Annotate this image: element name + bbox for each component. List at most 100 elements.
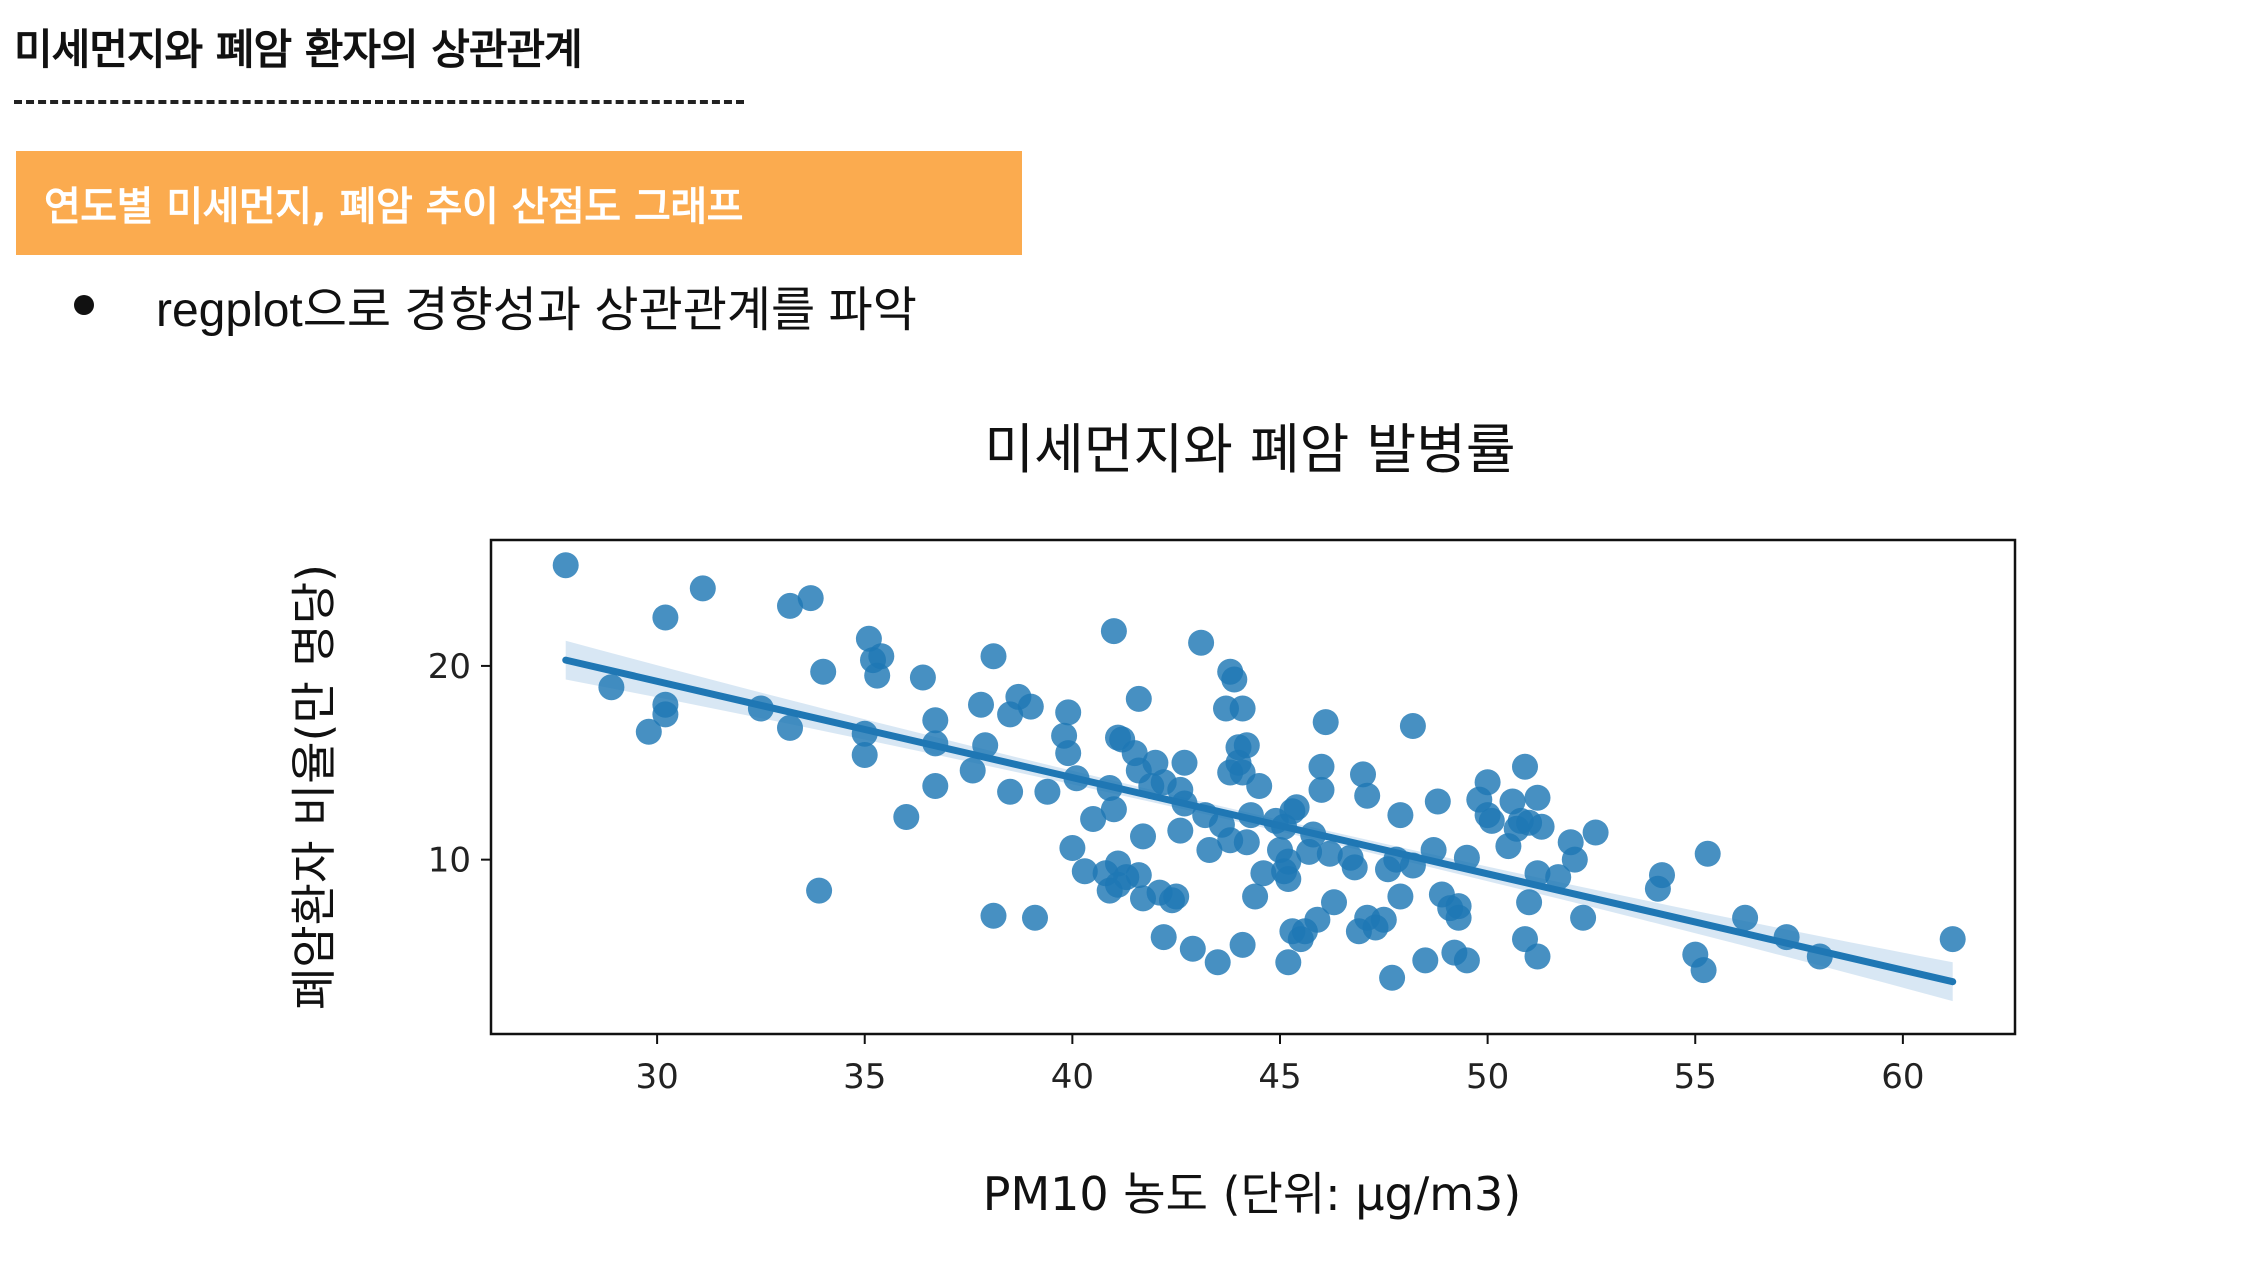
data-point: [1080, 806, 1107, 832]
bullet-dot-icon: [74, 295, 94, 315]
data-point: [868, 643, 895, 670]
data-point: [1341, 854, 1368, 881]
dashed-divider: [14, 100, 744, 104]
x-tick-label: 35: [843, 1057, 886, 1097]
data-point: [1474, 802, 1501, 829]
data-point: [1424, 788, 1451, 815]
data-point: [959, 757, 986, 784]
data-point: [810, 658, 837, 685]
x-axis-label: PM10 농도 (단위: μg/m3): [983, 1167, 1522, 1221]
data-point: [851, 742, 878, 768]
data-point: [909, 664, 936, 691]
data-point: [1939, 926, 1966, 953]
data-point: [1071, 858, 1098, 885]
data-point: [1524, 784, 1551, 811]
x-tick-label: 30: [635, 1057, 678, 1097]
data-point: [1304, 906, 1331, 933]
data-point: [1321, 889, 1347, 916]
data-point: [968, 691, 994, 718]
data-point: [1649, 862, 1675, 889]
data-point: [689, 575, 716, 602]
regression-line: [562, 656, 1957, 986]
data-point: [1387, 802, 1414, 829]
data-point: [1316, 840, 1343, 867]
data-point: [1233, 732, 1260, 759]
data-point: [1561, 846, 1588, 873]
data-point: [1445, 893, 1472, 920]
data-point: [1221, 666, 1248, 693]
tick-layer: 30 35 40 45 50 55 60 10 20: [428, 647, 1925, 1097]
y-axis-label: 폐암환자 비율(만 명당): [287, 564, 341, 1010]
data-point: [1233, 829, 1260, 856]
data-point: [806, 877, 833, 904]
data-point: [1399, 713, 1426, 739]
data-point: [1499, 788, 1526, 815]
data-point: [1412, 947, 1439, 974]
x-tick-label: 45: [1258, 1057, 1301, 1097]
data-point: [1528, 813, 1555, 840]
y-tick-label: 20: [428, 647, 471, 687]
data-point: [1512, 753, 1538, 780]
data-point: [1275, 848, 1302, 875]
data-point: [1059, 835, 1086, 861]
data-point: [1474, 769, 1501, 796]
data-point: [1694, 840, 1721, 867]
data-point: [1229, 695, 1256, 722]
data-point: [635, 718, 662, 745]
data-point: [1354, 782, 1381, 809]
data-point: [777, 592, 803, 619]
data-point: [1524, 860, 1551, 887]
data-point: [1545, 864, 1572, 891]
data-point: [1130, 823, 1156, 850]
data-point: [1379, 964, 1406, 991]
data-point: [1242, 883, 1269, 910]
data-point: [1275, 949, 1302, 976]
data-point: [1582, 819, 1609, 846]
data-point: [1196, 837, 1223, 863]
data-point: [1387, 883, 1414, 910]
section-header: 연도별 미세먼지, 폐암 추이 산점도 그래프: [16, 151, 1022, 255]
data-point: [1350, 761, 1376, 788]
data-point: [1171, 749, 1198, 776]
bullet-text: regplot으로 경향성과 상관관계를 파악: [156, 284, 917, 337]
x-tick-label: 40: [1051, 1057, 1094, 1097]
data-point: [1017, 693, 1044, 720]
data-point: [1229, 931, 1256, 958]
data-point: [1308, 753, 1335, 780]
data-point: [1179, 935, 1206, 962]
y-tick-label: 10: [428, 841, 471, 881]
data-point: [1246, 773, 1273, 799]
data-point: [1055, 699, 1082, 726]
data-point: [1167, 817, 1194, 844]
data-point: [1250, 860, 1277, 887]
bullet-item: regplot으로 경향성과 상관관계를 파악: [74, 270, 917, 340]
data-point: [1204, 949, 1231, 976]
data-point: [1125, 862, 1152, 889]
data-point: [980, 643, 1007, 670]
data-point: [1370, 906, 1397, 933]
data-point: [652, 701, 679, 728]
data-point: [1453, 947, 1480, 974]
data-point: [1570, 904, 1597, 931]
x-tick-label: 50: [1466, 1057, 1509, 1097]
data-point: [1188, 629, 1215, 656]
section-header-label: 연도별 미세먼지, 폐암 추이 산점도 그래프: [44, 184, 743, 230]
data-point: [1055, 740, 1082, 767]
data-point: [797, 585, 824, 612]
page-title: 미세먼지와 폐암 환자의 상관관계: [14, 25, 583, 74]
data-point: [1022, 904, 1048, 931]
data-point: [552, 552, 579, 579]
data-point: [777, 714, 803, 741]
data-point: [922, 773, 949, 799]
data-point: [1524, 943, 1551, 970]
data-point: [1034, 778, 1061, 805]
plot-frame: [489, 538, 2017, 1036]
data-point: [972, 732, 999, 759]
x-tick-label: 55: [1674, 1057, 1717, 1097]
data-point: [652, 604, 679, 631]
data-point: [1150, 924, 1177, 951]
data-point: [997, 778, 1024, 805]
data-point: [1125, 685, 1152, 712]
chart-title: 미세먼지와 폐암 발병률: [984, 418, 1515, 481]
